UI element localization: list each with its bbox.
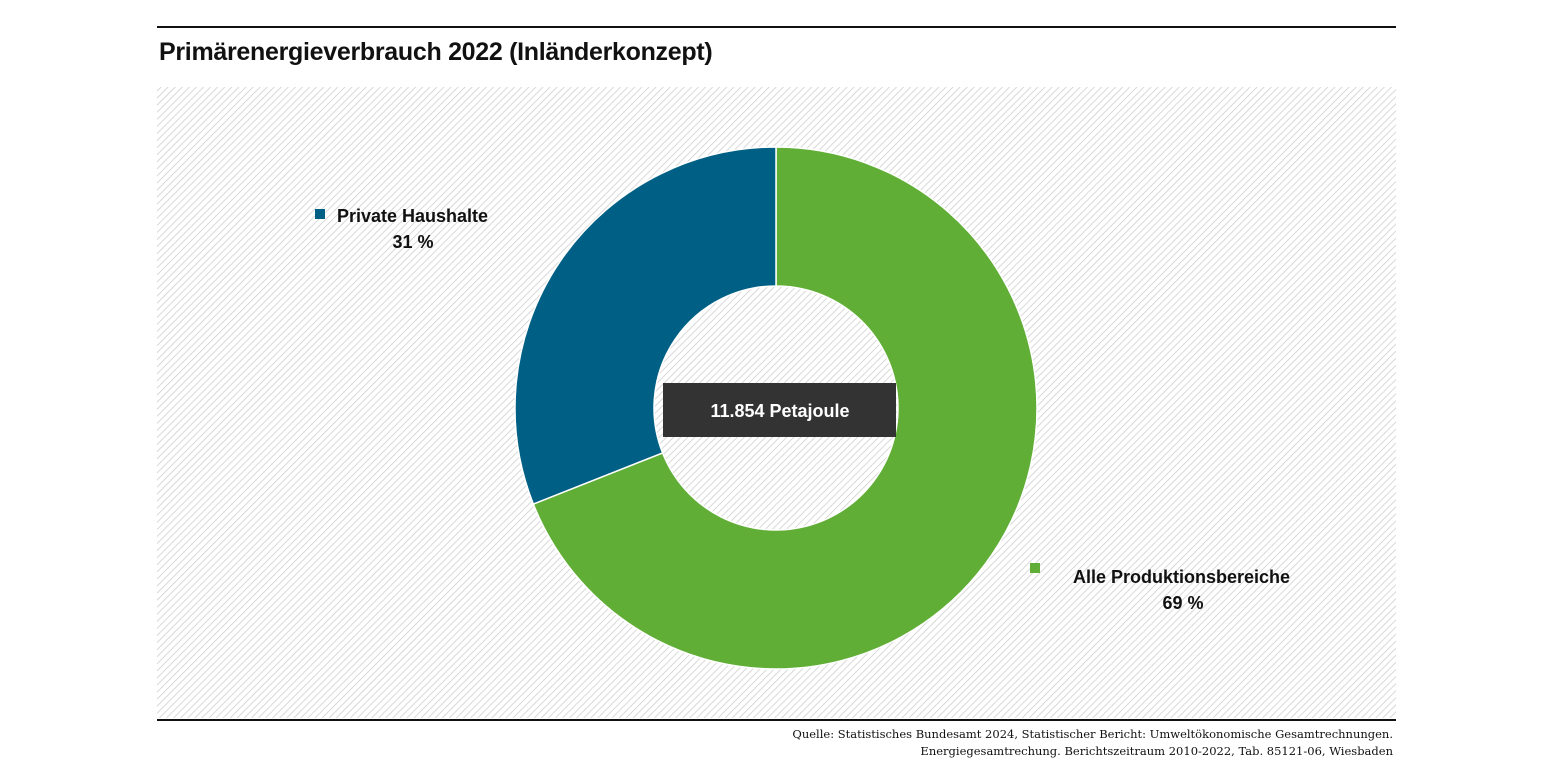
slice-alle-produktionsbereiche xyxy=(532,146,1038,670)
source-line-2: Energiegesamtrechung. Berichtszeitraum 2… xyxy=(920,744,1393,758)
source-note: Quelle: Statistisches Bundesamt 2024, St… xyxy=(792,726,1393,760)
source-line-1: Quelle: Statistisches Bundesamt 2024, St… xyxy=(792,727,1393,741)
slice-label-alle-produktionsbereiche: Alle Produktionsbereiche xyxy=(1073,567,1290,587)
center-label-box xyxy=(663,383,896,437)
center-label: 11.854 Petajoule xyxy=(710,401,849,421)
legend-swatch-alle-produktionsbereiche xyxy=(1030,563,1040,573)
top-rule xyxy=(157,26,1396,28)
slice-value-private-haushalte: 31 % xyxy=(392,232,433,252)
legend-swatch-private-haushalte xyxy=(315,209,325,219)
slice-value-alle-produktionsbereiche: 69 % xyxy=(1162,593,1203,613)
chart-title: Primärenergieverbrauch 2022 (Inländerkon… xyxy=(159,38,713,66)
slice-label-private-haushalte: Private Haushalte xyxy=(337,206,488,226)
slice-private-haushalte xyxy=(514,146,777,506)
bottom-rule xyxy=(157,719,1396,721)
